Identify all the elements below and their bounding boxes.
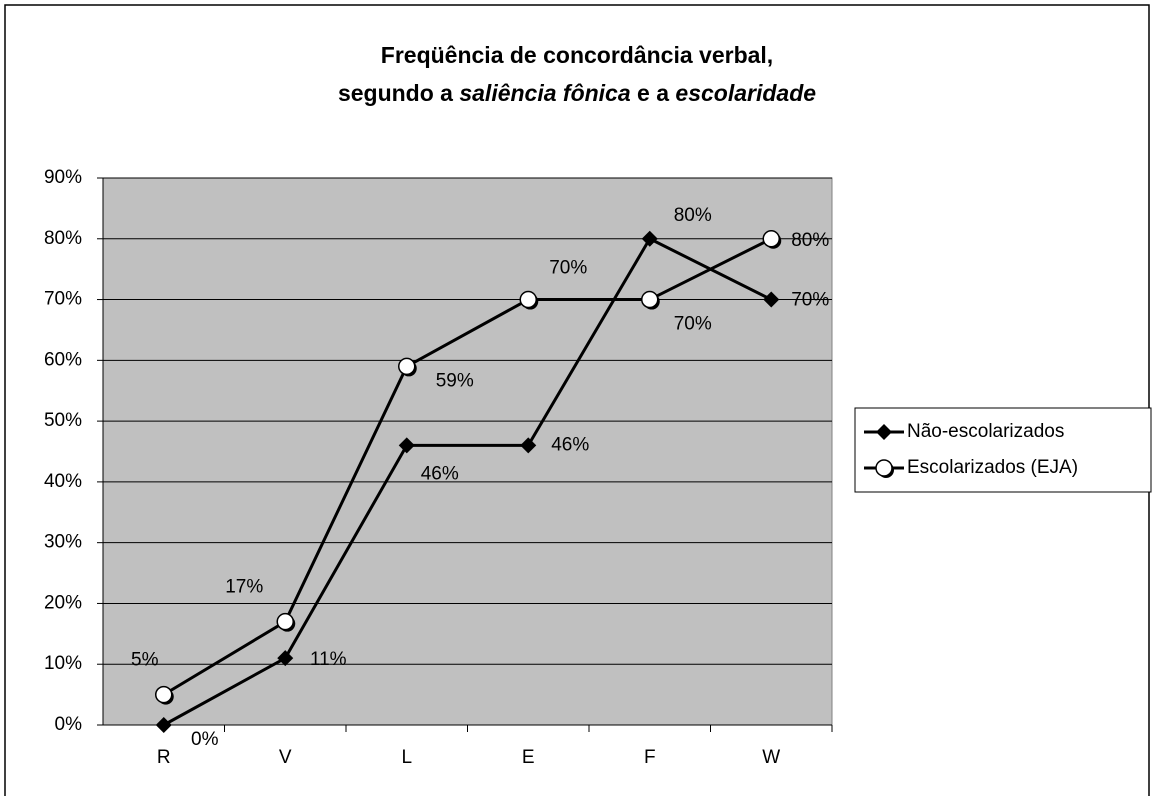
data-label: 0%	[191, 729, 219, 750]
y-tick-label: 60%	[44, 349, 82, 370]
title-segment: Freqüência de concordância verbal,	[381, 42, 773, 68]
y-tick-label: 10%	[44, 653, 82, 674]
y-tick-label: 30%	[44, 532, 82, 553]
x-tick-label: F	[644, 747, 656, 768]
data-label: 59%	[436, 370, 474, 391]
point	[641, 230, 658, 247]
data-label: 11%	[310, 649, 347, 670]
point	[763, 291, 780, 308]
x-tick-label: R	[157, 747, 171, 768]
title-segment: e a	[631, 80, 676, 106]
y-tick-label: 40%	[44, 471, 82, 492]
x-tick-label: L	[401, 747, 412, 768]
point	[641, 290, 659, 309]
chart-title: segundo a saliência fônica e a escolarid…	[338, 80, 816, 106]
data-label: 70%	[549, 258, 587, 279]
chart-title: Freqüência de concordância verbal,	[381, 42, 773, 68]
legend-marker	[876, 424, 892, 440]
point	[277, 650, 294, 667]
series-line	[162, 237, 772, 696]
point	[155, 717, 172, 733]
point	[762, 230, 780, 248]
data-label: 80%	[674, 205, 712, 226]
x-tick-label: E	[522, 747, 535, 768]
title-segment: segundo a	[338, 80, 459, 106]
point	[276, 612, 294, 631]
legend-marker	[875, 459, 893, 477]
x-tick-label: W	[762, 747, 780, 768]
point	[398, 437, 415, 454]
title-segment: escolaridade	[675, 80, 816, 106]
y-tick-label: 80%	[44, 228, 82, 249]
data-label: 46%	[551, 434, 589, 455]
legend-label: Escolarizados (EJA)	[907, 457, 1078, 478]
y-tick-label: 50%	[44, 410, 82, 431]
x-tick-label: V	[279, 747, 292, 768]
series-line	[163, 236, 772, 727]
data-label: 17%	[225, 577, 263, 598]
point	[398, 357, 416, 376]
data-label: 70%	[791, 290, 829, 311]
plot-area	[102, 177, 833, 726]
legend-label: Não-escolarizados	[907, 421, 1064, 442]
point	[520, 437, 537, 454]
legend-box	[854, 407, 1152, 493]
title-segment: saliência fônica	[459, 80, 631, 106]
data-label: 80%	[791, 230, 829, 251]
data-label: 5%	[131, 650, 159, 671]
point	[155, 685, 173, 704]
data-label: 70%	[674, 314, 712, 335]
y-tick-label: 70%	[44, 289, 82, 310]
data-label: 46%	[421, 463, 459, 484]
y-tick-label: 20%	[44, 592, 82, 613]
y-tick-label: 0%	[55, 714, 83, 735]
y-tick-label: 90%	[44, 167, 82, 188]
point	[519, 290, 537, 309]
